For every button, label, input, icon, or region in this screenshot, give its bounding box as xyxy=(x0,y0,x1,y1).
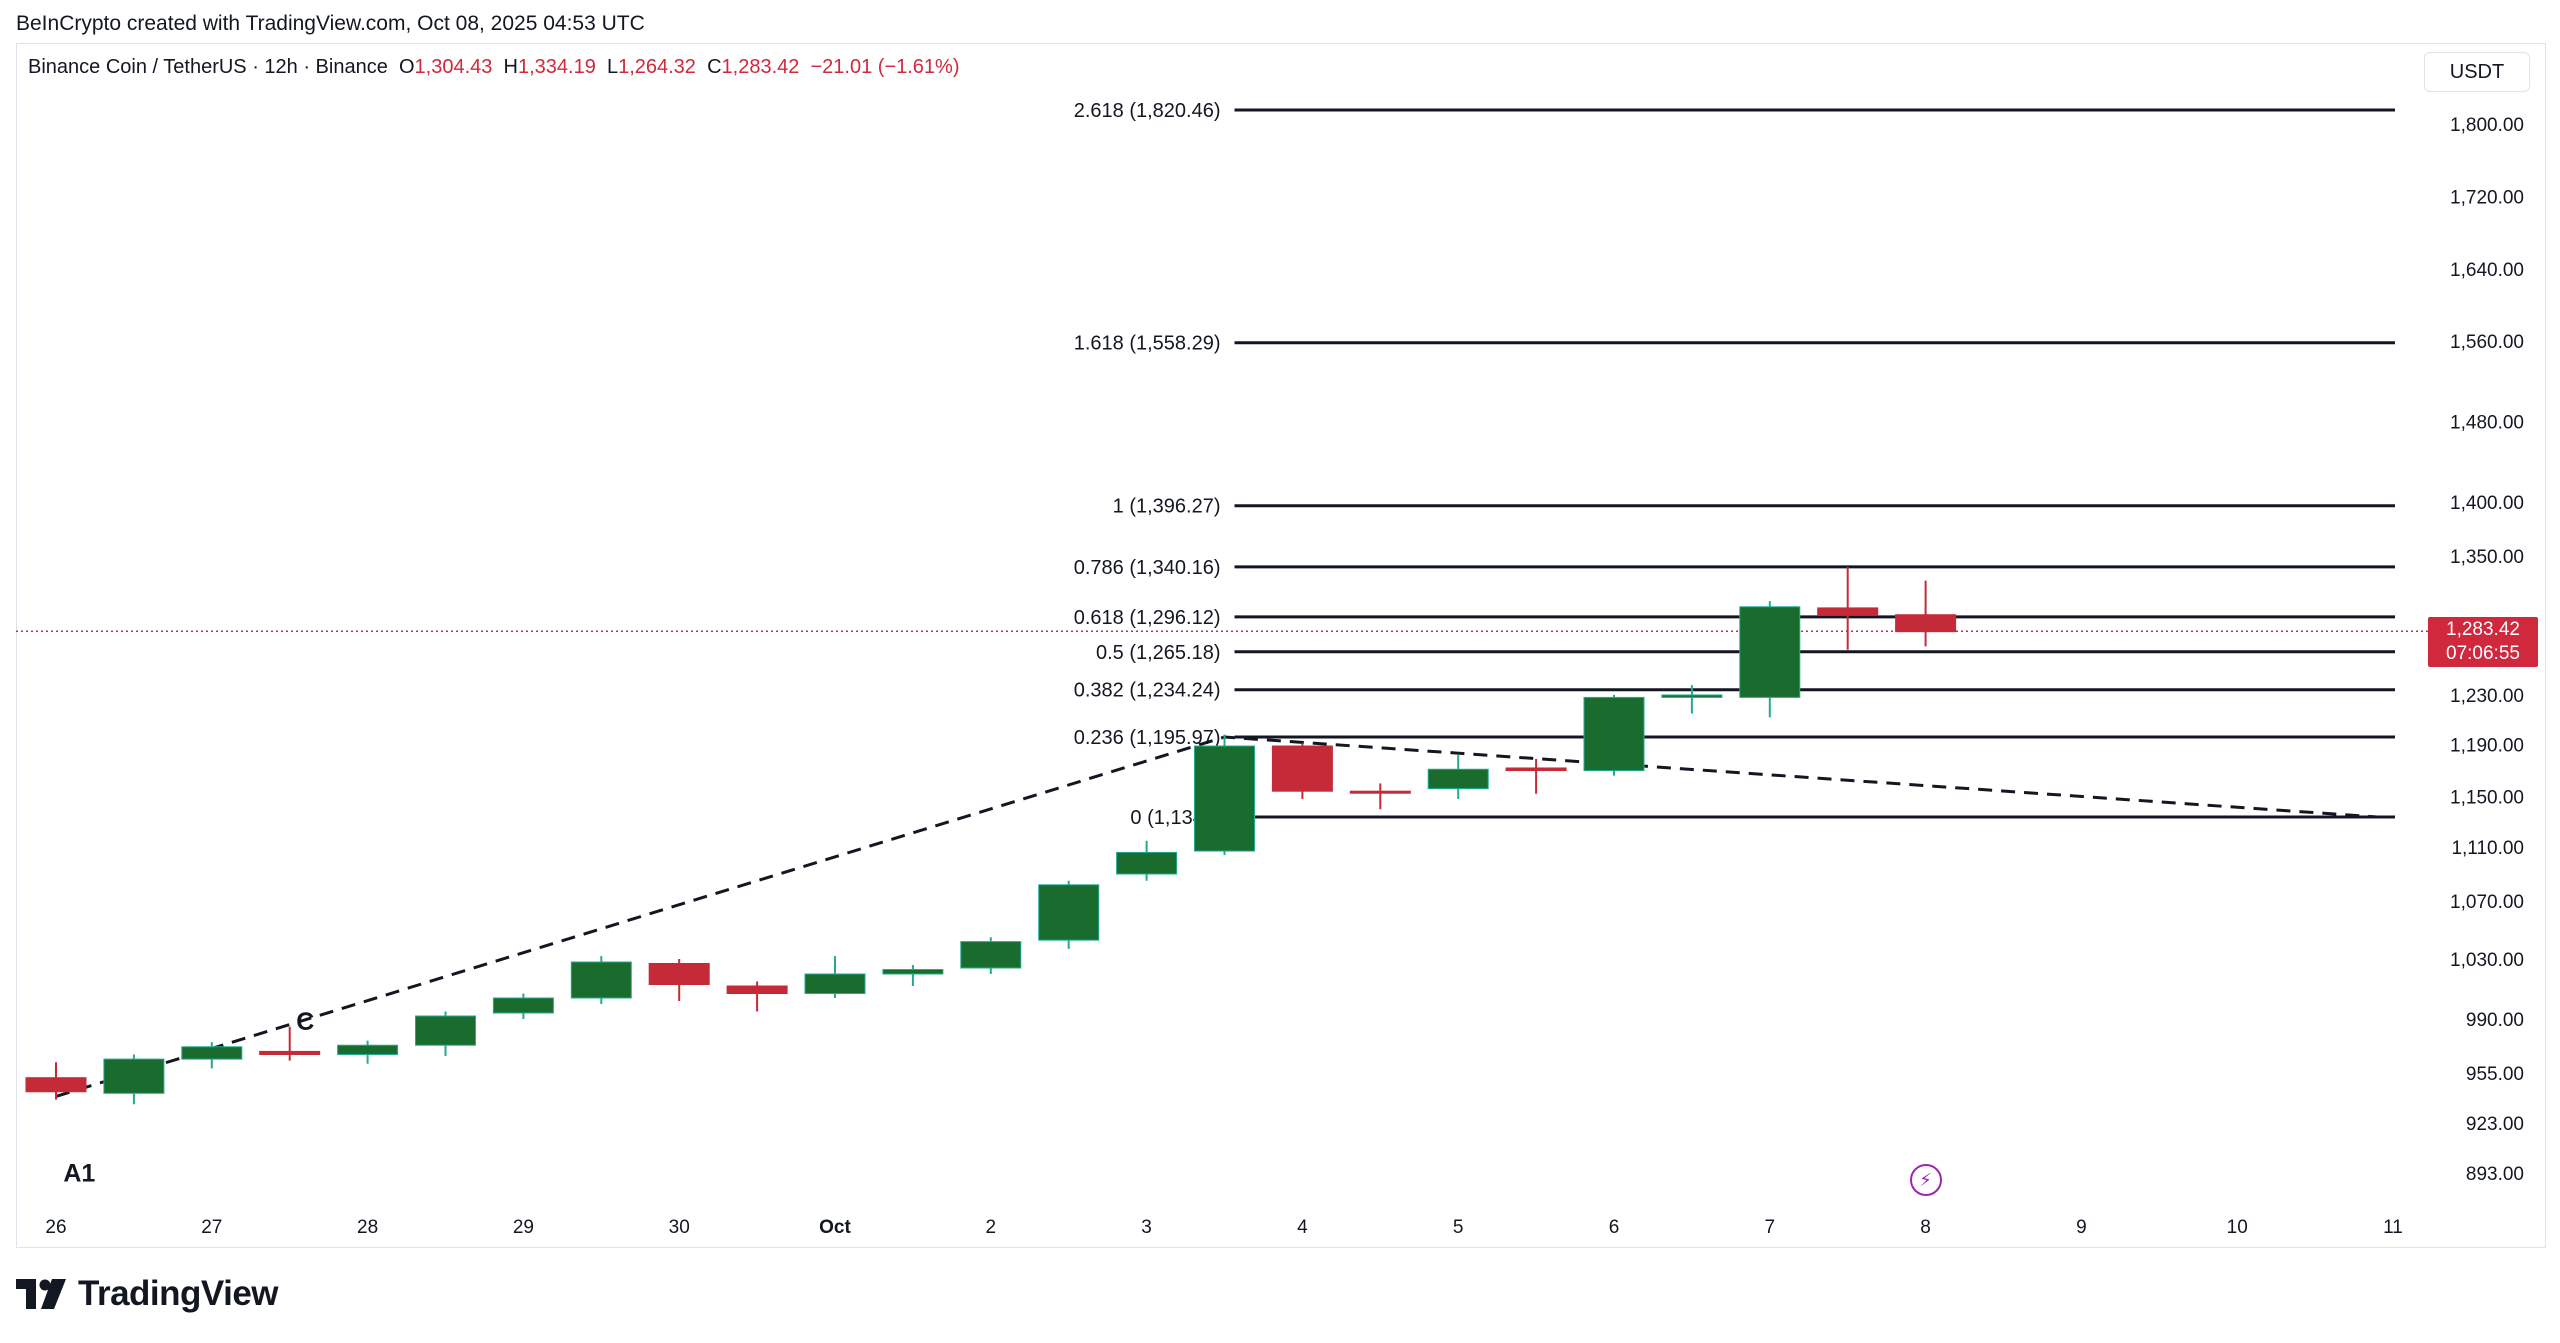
x-axis-tick-label: Oct xyxy=(819,1217,851,1238)
x-axis-tick-label: 28 xyxy=(357,1217,378,1238)
y-axis-tick-label: 1,150.00 xyxy=(2450,787,2524,808)
candle-up xyxy=(1583,696,1645,772)
tradingview-logo-icon xyxy=(16,1279,66,1309)
high-value: 1,334.19 xyxy=(517,56,596,78)
candle-up xyxy=(1194,745,1255,852)
x-axis-tick-label: 29 xyxy=(513,1217,534,1238)
x-axis-tick-label: 7 xyxy=(1765,1217,1776,1238)
change-value: −21.01 (−1.61%) xyxy=(810,56,960,78)
candle-down xyxy=(1817,607,1879,616)
candle-up xyxy=(492,997,554,1014)
ohlc-legend: Binance Coin / TetherUS · 12h · Binance … xyxy=(28,56,960,79)
candle-down xyxy=(1349,790,1411,794)
chart-credit: BeInCrypto created with TradingView.com,… xyxy=(16,12,645,35)
candle-down xyxy=(1271,745,1333,792)
fib-level-label: 0.5 (1,265.18) xyxy=(1096,642,1221,664)
fib-level-label: 2.618 (1,820.46) xyxy=(1074,100,1221,122)
candle-up xyxy=(181,1046,243,1060)
x-axis-tick-label: 8 xyxy=(1920,1217,1931,1238)
candle-up xyxy=(570,961,632,999)
candle-down xyxy=(648,963,710,985)
candle-up xyxy=(103,1058,165,1094)
y-axis-tick-label: 955.00 xyxy=(2466,1064,2524,1085)
close-label: C xyxy=(707,56,722,78)
candle-up xyxy=(1038,884,1100,941)
y-axis-tick-label: 893.00 xyxy=(2466,1164,2524,1185)
candle-up xyxy=(804,973,866,994)
tradingview-logo[interactable]: TradingView xyxy=(16,1272,279,1316)
x-axis-tick-label: 10 xyxy=(2227,1217,2248,1238)
x-axis-tick-label: 4 xyxy=(1297,1217,1308,1238)
x-axis-tick-label: 27 xyxy=(201,1217,222,1238)
candle-up xyxy=(1427,768,1489,790)
y-axis-tick-label: 990.00 xyxy=(2466,1010,2524,1031)
y-axis-tick-label: 1,800.00 xyxy=(2450,115,2524,136)
low-value: 1,264.32 xyxy=(618,56,696,78)
y-axis-tick-label: 1,720.00 xyxy=(2450,187,2524,208)
open-value: 1,304.43 xyxy=(414,56,493,78)
fib-level-label: 1.618 (1,558.29) xyxy=(1074,333,1221,355)
wave-label: C xyxy=(296,1008,314,1036)
wave-label: A1 xyxy=(63,1159,95,1187)
lightning-icon[interactable]: ⚡ xyxy=(1909,1164,1942,1196)
y-axis-tick-label: 1,190.00 xyxy=(2450,736,2524,757)
candle-up xyxy=(960,941,1022,969)
y-axis-tick-label: 923.00 xyxy=(2466,1114,2524,1135)
current-price-value: 1,283.42 xyxy=(2446,619,2520,640)
y-axis-tick-label: 1,070.00 xyxy=(2450,892,2524,913)
symbol-title[interactable]: Binance Coin / TetherUS · 12h · Binance xyxy=(28,56,388,78)
candle-up xyxy=(337,1044,399,1055)
y-axis-tick-label: 1,030.00 xyxy=(2450,950,2524,971)
x-axis-tick-label: 5 xyxy=(1453,1217,1464,1238)
fib-level-label: 1 (1,396.27) xyxy=(1113,496,1221,518)
low-label: L xyxy=(606,56,619,78)
tradingview-wordmark: TradingView xyxy=(78,1274,279,1313)
close-value: 1,283.42 xyxy=(721,56,800,78)
y-axis-tick-label: 1,230.00 xyxy=(2450,686,2524,707)
fib-level-label: 0.618 (1,296.12) xyxy=(1074,607,1221,629)
fib-level-label: 0.382 (1,234.24) xyxy=(1074,680,1221,702)
candle-down xyxy=(1505,767,1567,772)
candle-up xyxy=(882,969,944,975)
x-axis-tick-label: 3 xyxy=(1141,1217,1152,1238)
x-axis-tick-label: 11 xyxy=(2383,1217,2403,1238)
currency-unit-button[interactable]: USDT xyxy=(2424,52,2530,92)
x-axis-tick-label: 30 xyxy=(669,1217,690,1238)
fib-level-label: 0.236 (1,195.97) xyxy=(1074,727,1221,749)
x-axis-tick-label: 9 xyxy=(2076,1217,2087,1238)
candle-down xyxy=(25,1077,87,1093)
y-axis-tick-label: 1,480.00 xyxy=(2450,412,2524,433)
high-label: H xyxy=(503,56,518,78)
bar-countdown: 07:06:55 xyxy=(2446,643,2520,664)
y-axis-tick-label: 1,400.00 xyxy=(2450,493,2524,514)
candle-down xyxy=(1895,614,1957,633)
fib-level-label: 0.786 (1,340.16) xyxy=(1074,557,1221,579)
candle-up xyxy=(1739,606,1801,698)
price-chart[interactable]: 2.618 (1,820.46) 1.618 (1,558.29) 1 (1,396… xyxy=(0,0,2560,1260)
chart-frame xyxy=(16,43,2546,1248)
candle-up xyxy=(1661,694,1723,698)
y-axis-tick-label: 1,110.00 xyxy=(2451,838,2524,859)
y-axis-tick-label: 1,560.00 xyxy=(2450,332,2524,353)
candle-down xyxy=(726,985,788,994)
y-axis-tick-label: 1,350.00 xyxy=(2450,547,2524,568)
candle-up xyxy=(1116,851,1178,875)
x-axis-tick-label: 2 xyxy=(986,1217,997,1238)
current-price-tag: 1,283.42 07:06:55 xyxy=(2428,617,2538,667)
y-axis-tick-label: 1,640.00 xyxy=(2450,260,2524,281)
open-label: O xyxy=(398,56,415,78)
x-axis-tick-label: 6 xyxy=(1609,1217,1620,1238)
candle-up xyxy=(415,1015,476,1046)
candle-down xyxy=(259,1050,321,1055)
x-axis-tick-label: 26 xyxy=(45,1217,66,1238)
